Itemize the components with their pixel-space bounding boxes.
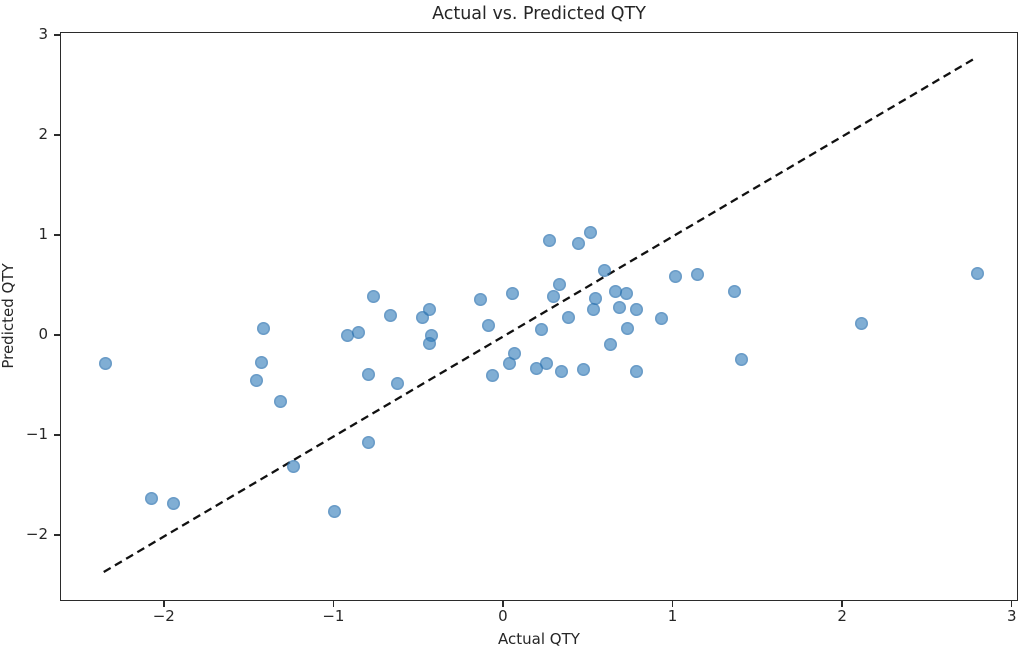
- x-tick-label: −1: [322, 607, 345, 625]
- data-point: [612, 300, 626, 314]
- data-point: [529, 361, 543, 375]
- y-tick-label: 3: [38, 25, 48, 43]
- data-point: [361, 367, 375, 381]
- data-point: [507, 346, 521, 360]
- data-point: [621, 321, 635, 335]
- y-tick-label: −2: [25, 525, 48, 543]
- data-point: [668, 269, 682, 283]
- data-point: [728, 284, 742, 298]
- data-point: [655, 311, 669, 325]
- data-point: [473, 292, 487, 306]
- data-point: [609, 284, 623, 298]
- data-point: [485, 368, 499, 382]
- data-point: [249, 373, 263, 387]
- data-point: [422, 336, 436, 350]
- y-tick-mark: [54, 134, 60, 136]
- x-tick-mark: [1010, 601, 1013, 607]
- data-point: [98, 356, 112, 370]
- x-tick-mark: [332, 601, 335, 607]
- y-tick-mark: [54, 434, 60, 436]
- data-point: [577, 362, 591, 376]
- x-tick-label: −2: [152, 607, 175, 625]
- x-tick-label: 0: [498, 607, 508, 625]
- data-point: [482, 318, 496, 332]
- data-point: [361, 435, 375, 449]
- data-point: [587, 302, 601, 316]
- data-point: [589, 291, 603, 305]
- x-tick-mark: [163, 601, 165, 607]
- y-tick-mark: [54, 534, 60, 536]
- data-point: [855, 316, 869, 330]
- data-point: [604, 337, 618, 351]
- identity-line-layer: [103, 56, 978, 573]
- x-tick-label: 1: [667, 607, 678, 625]
- x-tick-label: 2: [837, 607, 847, 625]
- data-point: [543, 233, 557, 247]
- data-point: [144, 491, 158, 505]
- x-axis-label: Actual QTY: [498, 630, 580, 648]
- data-point: [256, 321, 270, 335]
- data-point: [366, 289, 380, 303]
- data-point: [597, 263, 611, 277]
- data-point: [287, 459, 301, 473]
- data-point: [341, 328, 355, 342]
- y-tick-label: 1: [38, 225, 48, 243]
- data-point: [629, 302, 643, 316]
- identity-dashed-line: [103, 56, 978, 573]
- data-point: [539, 356, 553, 370]
- data-point: [422, 302, 436, 316]
- x-tick-mark: [841, 601, 843, 607]
- data-point: [629, 364, 643, 378]
- y-tick-label: −1: [25, 425, 48, 443]
- plot-area: [60, 32, 1018, 601]
- y-tick-label: 0: [38, 325, 48, 343]
- x-tick-label: 3: [1006, 607, 1017, 625]
- data-point: [383, 308, 397, 322]
- data-point: [734, 352, 748, 366]
- data-point: [546, 289, 560, 303]
- data-point: [505, 286, 519, 300]
- chart-title: Actual vs. Predicted QTY: [432, 4, 646, 24]
- data-point: [254, 355, 268, 369]
- data-point: [553, 277, 567, 291]
- data-point: [583, 225, 597, 239]
- y-tick-mark: [54, 334, 60, 336]
- y-tick-mark: [54, 234, 60, 236]
- data-point: [390, 376, 404, 390]
- x-tick-mark: [671, 601, 674, 607]
- y-tick-mark: [54, 34, 60, 36]
- data-point: [572, 236, 586, 250]
- data-point: [970, 266, 984, 280]
- y-tick-label: 2: [38, 125, 48, 143]
- data-point: [561, 310, 575, 324]
- data-point: [502, 356, 516, 370]
- data-point: [690, 267, 704, 281]
- x-tick-mark: [502, 601, 504, 607]
- data-point: [534, 322, 548, 336]
- data-point: [351, 325, 365, 339]
- data-point: [619, 286, 633, 300]
- data-point: [273, 394, 287, 408]
- data-point: [166, 496, 180, 510]
- data-point: [327, 504, 341, 518]
- data-point: [555, 364, 569, 378]
